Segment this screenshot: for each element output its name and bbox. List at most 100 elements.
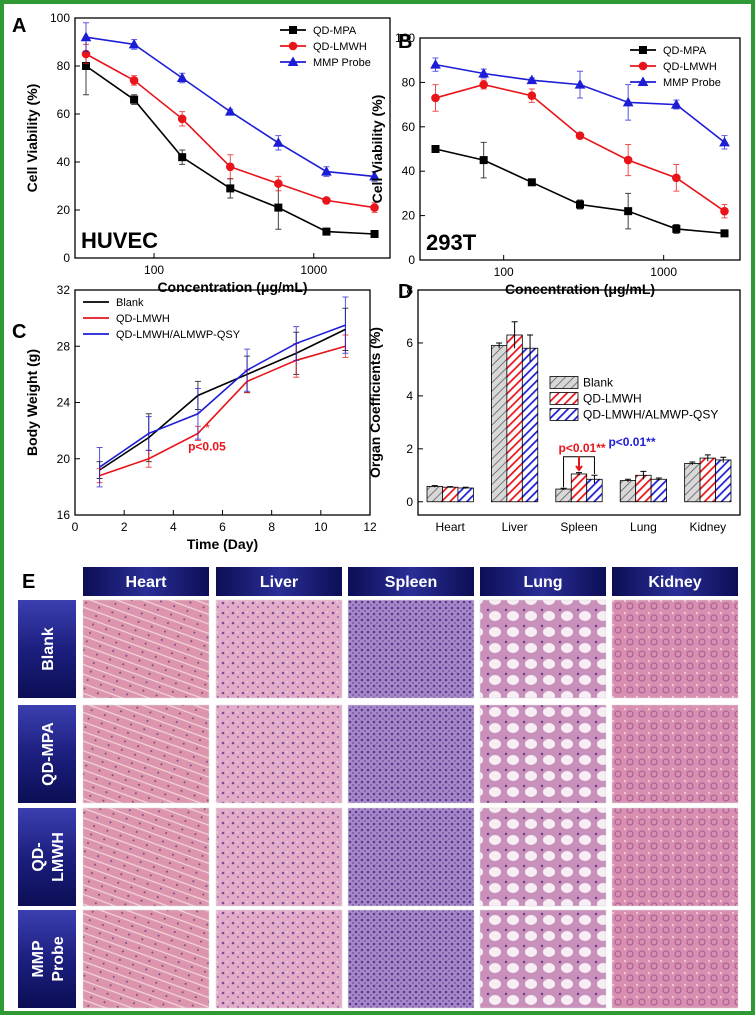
marker — [321, 166, 332, 176]
y-axis-label: Organ Coefficients (%) — [367, 327, 383, 478]
x-axis-label: Concentration (μg/mL) — [157, 279, 307, 295]
error-bar — [591, 474, 598, 484]
marker — [369, 170, 380, 181]
column-header: Heart — [126, 574, 168, 591]
bar — [684, 462, 701, 503]
panel-label: B — [398, 31, 412, 53]
x-tick-label: 6 — [219, 520, 226, 534]
marker — [575, 131, 585, 140]
column-header-box — [83, 567, 209, 596]
error-bar — [194, 387, 201, 440]
annotation: * — [205, 421, 210, 435]
marker — [130, 95, 139, 104]
legend-label: MMP Probe — [663, 77, 721, 89]
marker — [129, 76, 139, 85]
row-header: MMP — [30, 940, 47, 978]
error-bar — [511, 321, 518, 349]
panel-label: D — [398, 281, 412, 303]
marker — [623, 155, 633, 165]
legend-label: QD-MPA — [663, 45, 707, 57]
y-tick-label: 60 — [57, 107, 71, 121]
histology-image — [215, 599, 343, 699]
row-header: QD-MPA — [40, 722, 57, 786]
error-bar — [244, 348, 251, 392]
plot-frame — [417, 289, 741, 516]
y-tick-label: 20 — [57, 452, 71, 466]
y-tick-label: 0 — [406, 495, 413, 509]
error-bar — [293, 326, 300, 361]
marker — [639, 46, 647, 54]
row-header-box — [18, 705, 76, 803]
error-bar — [640, 470, 647, 480]
marker — [289, 26, 297, 34]
legend-label: QD-LMWH — [663, 61, 717, 73]
column-header: Spleen — [385, 574, 437, 591]
marker — [638, 61, 648, 71]
row-header: Blank — [40, 627, 57, 671]
error-bar — [96, 447, 103, 488]
y-tick-label: 6 — [406, 336, 413, 350]
arrow — [575, 456, 583, 472]
marker — [226, 184, 235, 193]
legend-label: QD-LMWH — [583, 392, 642, 406]
marker — [479, 156, 488, 165]
histology-image — [347, 599, 475, 699]
marker — [622, 96, 634, 107]
x-tick-label: 1000 — [650, 265, 677, 279]
y-tick-label: 20 — [57, 203, 71, 217]
marker — [322, 196, 331, 205]
marker — [224, 106, 236, 116]
histology-image — [611, 909, 739, 1009]
series-line — [99, 324, 346, 468]
legend-label: QD-LMWH/ALMWP-QSY — [116, 329, 241, 341]
x-tick-label: 8 — [268, 520, 275, 534]
column-header: Kidney — [648, 574, 701, 591]
marker — [178, 153, 187, 162]
marker — [479, 80, 488, 89]
y-tick-label: 40 — [57, 155, 71, 169]
y-tick-label: 20 — [402, 209, 416, 223]
y-axis-label: Body Weight (g) — [24, 349, 40, 456]
marker — [719, 136, 730, 147]
x-tick-label: 12 — [363, 520, 377, 534]
legend-label: Blank — [116, 297, 144, 309]
x-tick-label: Spleen — [560, 520, 597, 534]
error-bar — [145, 416, 152, 451]
marker — [672, 173, 681, 183]
legend-label: QD-LMWH — [313, 41, 367, 53]
x-tick-label: 10 — [314, 520, 328, 534]
error-bar — [527, 334, 534, 362]
error-bar — [576, 472, 582, 476]
plot-frame — [419, 37, 741, 261]
error-bar — [689, 461, 696, 465]
y-tick-label: 80 — [402, 75, 416, 89]
column-header: Liver — [260, 574, 298, 591]
marker — [637, 76, 649, 86]
marker — [177, 114, 187, 124]
error-bar — [462, 486, 469, 489]
row-header-box — [18, 808, 76, 906]
histology-image — [82, 807, 210, 907]
marker — [624, 207, 633, 216]
histology-image — [82, 599, 210, 699]
series-line — [99, 345, 346, 477]
x-tick-label: 100 — [494, 265, 514, 279]
column-header: Lung — [523, 574, 562, 591]
marker — [287, 56, 299, 66]
histology-image — [215, 704, 343, 804]
error-bar — [720, 456, 727, 463]
column-header-box — [612, 567, 738, 596]
histology-image — [347, 909, 475, 1009]
cell-line-label: 293T — [426, 230, 477, 255]
legend-label: QD-MPA — [313, 25, 357, 37]
y-tick-label: 32 — [57, 283, 71, 297]
x-tick-label: Liver — [502, 520, 528, 534]
y-tick-label: 24 — [57, 396, 71, 410]
bar — [650, 478, 667, 503]
y-tick-label: 100 — [395, 31, 415, 45]
row-header: QD- — [30, 842, 47, 871]
x-tick-label: Lung — [630, 520, 657, 534]
row-header-box — [18, 910, 76, 1008]
marker — [527, 91, 537, 101]
